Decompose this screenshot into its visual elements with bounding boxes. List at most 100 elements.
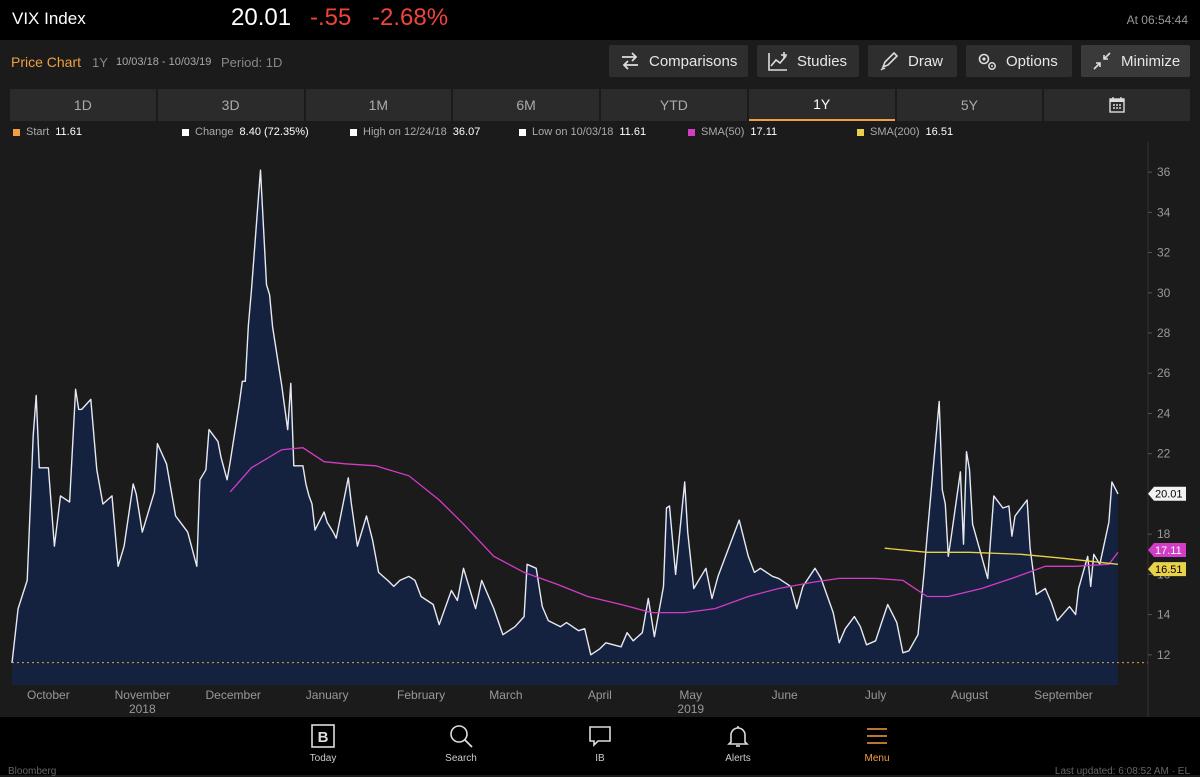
price-last-label-bg [1148, 486, 1186, 501]
nav-search[interactable]: Search [421, 723, 501, 764]
net-change: -.55 [310, 4, 352, 31]
gears-icon [978, 53, 996, 70]
nav-today[interactable]: B Today [283, 723, 363, 764]
range-tabs: 1D 3D 1M 6M YTD 1Y 5Y [10, 89, 1190, 121]
bell-icon [727, 726, 749, 747]
nav-menu-label: Menu [864, 753, 890, 764]
y-tick-label: 12 [1157, 648, 1171, 662]
legend-change-label: Change [195, 126, 234, 138]
nav-ib-label: IB [595, 753, 605, 764]
x-tick-label: June [772, 688, 798, 702]
tab-ytd[interactable]: YTD [601, 89, 747, 121]
nav-menu[interactable]: Menu [837, 723, 917, 764]
search-icon [450, 725, 473, 748]
x-tick-label: February [397, 688, 445, 702]
price-area-fill [12, 170, 1118, 686]
tab-1d[interactable]: 1D [10, 89, 156, 121]
y-tick-label: 32 [1157, 246, 1171, 260]
line-chart-plus-icon [768, 52, 787, 71]
date-range: 10/03/18 - 10/03/19 [116, 56, 212, 68]
y-tick-label: 34 [1157, 205, 1171, 219]
y-tick-label: 18 [1157, 527, 1171, 541]
legend-start-label: Start [26, 126, 50, 138]
legend-sma200-value: 16.51 [925, 126, 954, 138]
sma200-swatch [857, 128, 864, 136]
draw-button[interactable]: Draw [868, 45, 957, 77]
options-label: Options [1006, 52, 1058, 70]
price-chart[interactable]: 12141618202224262830323436OctoberNovembe… [0, 142, 1200, 717]
studies-label: Studies [797, 52, 848, 70]
range-label: 1Y [92, 55, 108, 70]
hamburger-menu-icon [867, 728, 887, 744]
x-tick-label: March [489, 688, 522, 702]
start-swatch [13, 128, 20, 136]
legend-change: Change 8.40 (72.35%) [182, 126, 309, 138]
svg-text:B: B [318, 729, 329, 746]
last-update-time: At 06:54:44 [1126, 13, 1188, 27]
legend-start: Start 11.61 [13, 126, 82, 138]
studies-button[interactable]: Studies [757, 45, 859, 77]
legend-low-label: Low on 10/03/18 [532, 126, 614, 138]
high-swatch [350, 128, 357, 136]
calendar-icon [1109, 97, 1125, 113]
legend-sma200: SMA(200) 16.51 [857, 126, 953, 138]
tab-1m[interactable]: 1M [305, 89, 452, 121]
y-tick-label: 24 [1157, 406, 1171, 420]
change-swatch [182, 128, 189, 136]
nav-ib[interactable]: IB [560, 723, 640, 764]
nav-alerts[interactable]: Alerts [698, 723, 778, 764]
bottom-nav: B Today Search IB Alerts Menu [0, 717, 1200, 775]
bloomberg-b-icon: B [311, 724, 335, 748]
sma50-last-label-bg [1148, 543, 1186, 558]
y-tick-label: 22 [1157, 447, 1171, 461]
low-swatch [519, 128, 526, 136]
tab-1y[interactable]: 1Y [748, 89, 895, 121]
chart-axes: 12141618202224262830323436OctoberNovembe… [27, 142, 1171, 717]
indicator-lines-layer [11, 169, 1148, 664]
comparisons-button[interactable]: Comparisons [609, 45, 748, 77]
sma200-last-label: 16.51 [1155, 564, 1183, 576]
footer-brand: Bloomberg [8, 766, 57, 777]
y-tick-label: 26 [1157, 366, 1171, 380]
nav-search-label: Search [445, 753, 477, 764]
tab-5y[interactable]: 5Y [896, 89, 1043, 121]
nav-today-label: Today [309, 753, 337, 764]
period-label: Period: 1D [221, 55, 283, 70]
percent-change: -2.68% [372, 4, 449, 31]
x-tick-label: September [1034, 688, 1093, 702]
x-tick-label: August [951, 688, 989, 702]
last-price: 20.01 [231, 4, 292, 31]
options-button[interactable]: Options [966, 45, 1072, 77]
legend-sma50-value: 17.11 [750, 126, 778, 138]
x-tick-label: May [679, 688, 702, 702]
tab-calendar[interactable] [1044, 89, 1190, 121]
last-value-labels: 20.01 17.11 16.51 [1148, 486, 1186, 577]
legend-high-value: 36.07 [452, 126, 481, 138]
y-tick-label: 28 [1157, 326, 1171, 340]
tab-6m[interactable]: 6M [453, 89, 599, 121]
price-last-label: 20.01 [1155, 489, 1183, 501]
y-tick-label: 30 [1157, 286, 1171, 300]
y-tick-label: 14 [1157, 608, 1171, 622]
sma50-line [229, 447, 1119, 614]
tab-3d[interactable]: 3D [157, 89, 304, 121]
legend-high-label: High on 12/24/18 [363, 126, 447, 138]
legend-low-value: 11.61 [619, 126, 647, 138]
legend-low: Low on 10/03/18 11.61 [519, 126, 646, 138]
y-tick-label: 36 [1157, 165, 1171, 179]
legend-sma50: SMA(50) 17.11 [688, 126, 777, 138]
legend-high: High on 12/24/18 36.07 [350, 126, 480, 138]
minimize-button[interactable]: Minimize [1081, 45, 1190, 77]
sma200-last-label-bg [1148, 562, 1186, 577]
x-tick-label: December [206, 688, 261, 702]
comparisons-label: Comparisons [649, 52, 738, 70]
x-tick-label: November [115, 688, 170, 702]
legend-sma200-label: SMA(200) [870, 126, 920, 138]
x-tick-label: October [27, 688, 70, 702]
x-year-label: 2019 [677, 702, 704, 716]
x-tick-label: January [306, 688, 349, 702]
minimize-arrows-icon [1093, 52, 1111, 70]
draw-label: Draw [908, 52, 944, 70]
nav-alerts-label: Alerts [725, 753, 751, 764]
sma50-swatch [688, 128, 695, 136]
